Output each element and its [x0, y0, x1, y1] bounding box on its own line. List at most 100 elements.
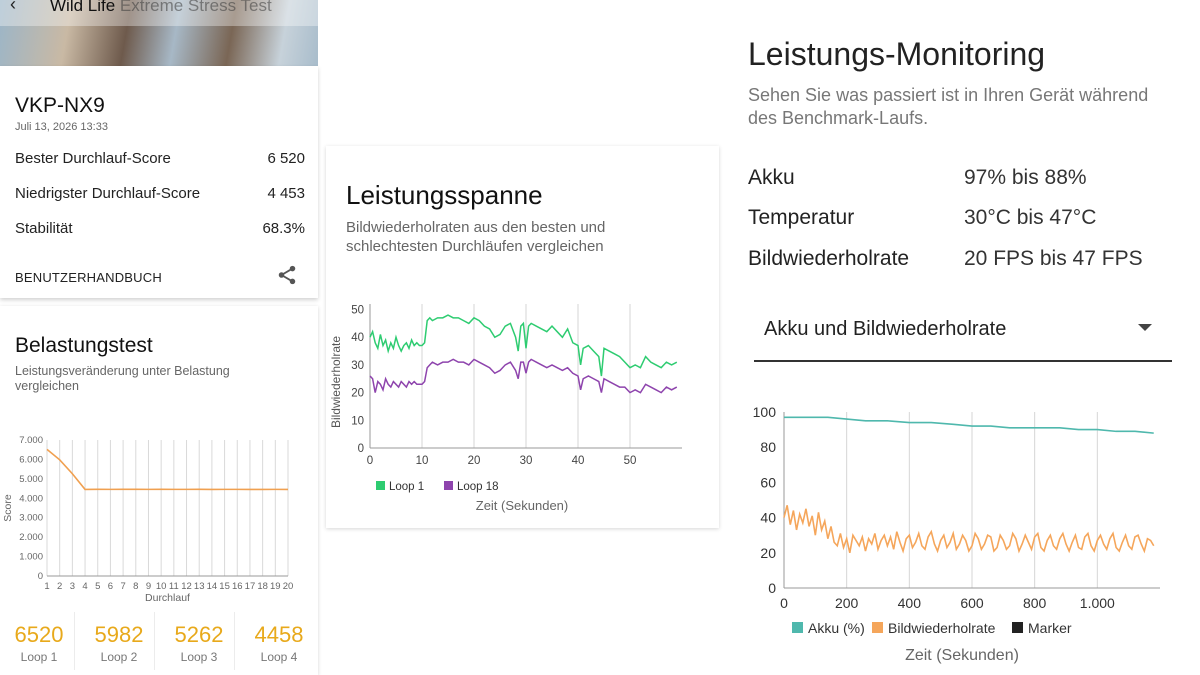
stat-row-stability: Stabilität 68.3%: [15, 220, 305, 237]
legend-label: Loop 18: [457, 481, 499, 493]
x-tick-label: 20: [283, 581, 294, 592]
chart-metric-dropdown[interactable]: Akku und Bildwiederholrate: [754, 306, 1172, 362]
y-tick-label: 5.000: [19, 474, 43, 485]
y-tick-label: 80: [760, 439, 776, 455]
stat-value: 68.3%: [262, 220, 305, 237]
monitor-label: Temperatur: [748, 206, 855, 229]
performance-range-card: Leistungsspanne Bildwiederholraten aus d…: [326, 146, 719, 528]
legend-label: Akku (%): [808, 620, 865, 636]
legend-swatch: [872, 622, 883, 633]
loop-score-1[interactable]: 6520 Loop 1: [4, 612, 75, 670]
x-tick-label: 14: [207, 581, 218, 592]
range-title: Leistungsspanne: [346, 180, 543, 210]
x-tick-label: 4: [82, 581, 87, 592]
monitoring-subtitle: Sehen Sie was passiert ist in Ihren Gerä…: [748, 85, 1149, 128]
loop-label: Loop 2: [100, 650, 138, 664]
x-tick-label: 9: [146, 581, 151, 592]
x-tick-label: 12: [181, 581, 192, 592]
y-tick-label: 6.000: [19, 454, 43, 465]
x-tick-label: 15: [219, 581, 230, 592]
monitor-value: 97% bis 88%: [964, 166, 1087, 189]
range-subtitle: Bildwiederholraten aus den besten und sc…: [346, 219, 606, 255]
x-tick-label: 3: [70, 581, 75, 592]
y-tick-label: 20: [351, 388, 364, 400]
x-tick-label: 6: [108, 581, 113, 592]
y-tick-label: 0: [38, 571, 43, 582]
x-tick-label: 8: [133, 581, 138, 592]
x-tick-label: 200: [835, 595, 859, 611]
x-tick-label: 17: [245, 581, 256, 592]
y-tick-label: 0: [768, 580, 776, 596]
loop-score-2[interactable]: 5982 Loop 2: [84, 612, 155, 670]
x-tick-label: 1: [44, 581, 49, 592]
monitor-value: 20 FPS bis 47 FPS: [964, 247, 1143, 270]
y-tick-label: 4.000: [19, 493, 43, 504]
stat-label: Niedrigster Durchlauf-Score: [15, 185, 201, 202]
x-axis-label: Zeit (Sekunden): [905, 647, 1019, 664]
x-tick-label: 20: [468, 455, 481, 467]
user-manual-link[interactable]: BENUTZERHANDBUCH: [15, 270, 162, 285]
x-tick-label: 19: [270, 581, 281, 592]
monitor-row-framerate: Bildwiederholrate 20 FPS bis 47 FPS: [748, 247, 1178, 271]
stat-value: 4 453: [267, 185, 305, 202]
loop-score-value: 5982: [94, 622, 144, 647]
dropdown-selected-value: Akku und Bildwiederholrate: [764, 318, 1007, 340]
stat-value: 6 520: [267, 150, 305, 167]
loop-label: Loop 4: [260, 650, 298, 664]
x-tick-label: 11: [169, 581, 179, 592]
x-tick-label: 600: [960, 595, 984, 611]
x-tick-label: 0: [367, 455, 373, 467]
score-series-line: [46, 448, 289, 491]
x-tick-label: 2: [57, 581, 62, 592]
x-tick-label: 10: [156, 581, 167, 592]
x-tick-label: 1.000: [1080, 595, 1115, 611]
y-tick-label: 0: [358, 443, 364, 455]
y-tick-label: 20: [760, 545, 776, 561]
benchmark-title: Wild Life Extreme Stress Test: [50, 0, 272, 15]
monitoring-chart: 0 200 400 600 800 1.000 0 20 40 60 80 100 Akku (%) Bi…: [753, 404, 1160, 664]
x-axis-label: Zeit (Sekunden): [476, 498, 569, 513]
stress-subtitle: Leistungsveränderung unter Belastung ver…: [15, 364, 230, 393]
legend-label: Bildwiederholrate: [888, 620, 996, 636]
x-tick-label: 0: [780, 595, 788, 611]
x-tick-label: 5: [95, 581, 100, 592]
x-tick-label: 13: [194, 581, 205, 592]
monitor-label: Bildwiederholrate: [748, 247, 910, 270]
x-axis-label: Durchlauf: [145, 592, 190, 604]
loop-score-value: 6520: [14, 622, 64, 647]
stat-row-best: Bester Durchlauf-Score 6 520: [15, 150, 305, 167]
x-tick-label: 30: [520, 455, 533, 467]
y-tick-label: 3.000: [19, 513, 43, 524]
y-tick-label: 100: [753, 404, 777, 420]
loop-score-value: 5262: [174, 622, 224, 647]
y-tick-label: 50: [351, 305, 364, 317]
loop-label: Loop 1: [20, 650, 58, 664]
back-arrow-icon[interactable]: ‹: [10, 0, 16, 14]
stress-test-card: Belastungstest Leistungsveränderung unte…: [0, 306, 318, 675]
x-tick-label: 18: [257, 581, 268, 592]
series-line-2: [783, 505, 1155, 554]
device-name: VKP-NX9: [15, 94, 105, 117]
share-icon[interactable]: [276, 264, 298, 286]
x-tick-label: 16: [232, 581, 243, 592]
y-tick-label: 7.000: [19, 435, 43, 446]
series-line-1: [784, 416, 1154, 434]
y-tick-label: 1.000: [19, 552, 43, 563]
frame-rate-range-chart: 0 10 20 30 40 50 0 10 20 30 40 50 Bildwiederholrate L…: [329, 304, 682, 513]
stress-title: Belastungstest: [15, 334, 153, 357]
series-line-1: [369, 314, 678, 377]
loop-score-4[interactable]: 4458 Loop 4: [244, 612, 314, 670]
x-tick-label: 50: [624, 455, 637, 467]
y-axis-label: Bildwiederholrate: [329, 336, 343, 428]
dropdown-caret-icon: [1138, 324, 1152, 331]
y-tick-label: 40: [760, 510, 776, 526]
monitor-label: Akku: [748, 166, 795, 189]
x-tick-label: 10: [416, 455, 429, 467]
stat-row-lowest: Niedrigster Durchlauf-Score 4 453: [15, 185, 305, 202]
y-tick-label: 2.000: [19, 532, 43, 543]
device-summary-card: VKP-NX9 Juli 13, 2026 13:33 Bester Durch…: [0, 66, 318, 298]
monitor-row-battery: Akku 97% bis 88%: [748, 166, 1178, 190]
loop-score-3[interactable]: 5262 Loop 3: [164, 612, 235, 670]
stat-label: Bester Durchlauf-Score: [15, 150, 171, 167]
x-tick-label: 400: [898, 595, 922, 611]
